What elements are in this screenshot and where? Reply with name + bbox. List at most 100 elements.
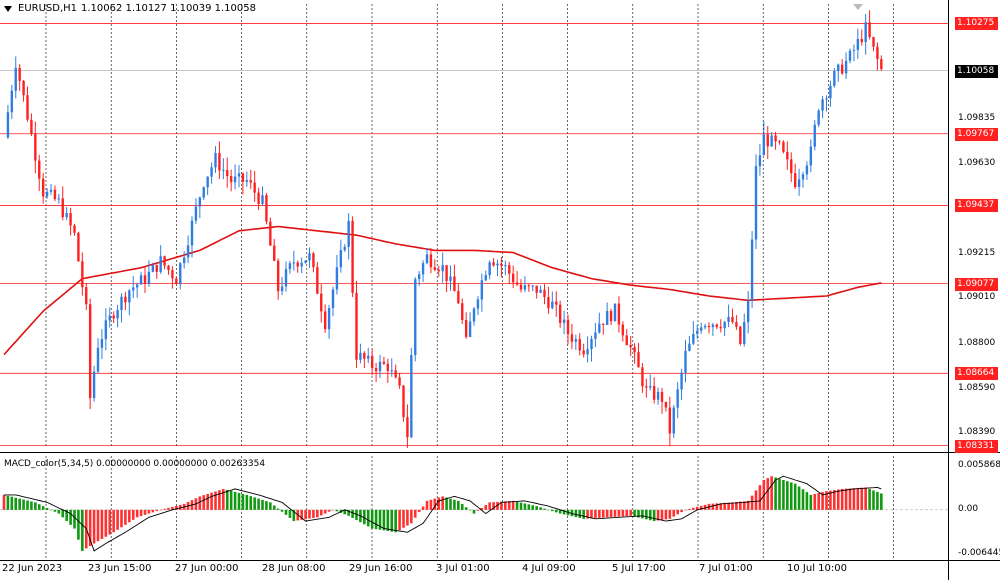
macd-bar [57, 509, 61, 514]
time-tick-label: 23 Jun 15:00 [88, 563, 152, 574]
macd-bar [876, 491, 879, 510]
dropdown-triangle-icon[interactable] [4, 5, 12, 12]
candle-body [672, 407, 675, 434]
candle-body [641, 367, 644, 387]
macd-bar [272, 505, 276, 510]
macd-bar [527, 504, 531, 510]
macd-bar [613, 509, 617, 517]
candle-body [304, 260, 307, 263]
candle-body [511, 273, 515, 283]
macd-bar [703, 504, 707, 510]
macd-bar [104, 509, 108, 537]
price-tick-label: 1.08800 [958, 337, 996, 348]
time-tick-label: 29 Jun 16:00 [349, 563, 413, 574]
macd-bar [218, 490, 221, 510]
macd-bar [672, 509, 676, 517]
candle-body [261, 195, 264, 204]
macd-bar [731, 502, 734, 510]
candle-body [739, 326, 742, 345]
macd-bar [398, 509, 401, 531]
macd-bar [202, 495, 206, 510]
macd-bar [809, 494, 813, 510]
time-tick-label: 3 Jul 01:00 [436, 563, 490, 574]
macd-bar [590, 509, 593, 519]
candle-body [175, 278, 178, 285]
candle-body [437, 269, 440, 272]
candle-body [582, 350, 585, 355]
macd-bar [676, 509, 679, 515]
candle-body [558, 304, 562, 323]
candle-body [124, 296, 127, 303]
candle-body [844, 60, 848, 74]
macd-bar [750, 495, 754, 510]
macd-bar [754, 490, 758, 510]
candle-body [609, 311, 613, 322]
macd-tick-label: 0.00 [958, 503, 979, 514]
macd-bar [523, 503, 527, 510]
macd-bar [793, 483, 797, 510]
macd-bar [586, 509, 589, 519]
macd-bar [562, 509, 566, 515]
macd-bar [621, 509, 625, 517]
candle-body [555, 301, 558, 305]
candle-body [417, 274, 421, 280]
time-tick-label: 4 Jul 09:00 [522, 563, 576, 574]
macd-bar [598, 509, 601, 518]
moving-average-path [3, 225, 882, 356]
candle-body [429, 254, 433, 268]
macd-bar [554, 509, 558, 513]
macd-bar [417, 509, 421, 513]
candle-body [519, 284, 523, 290]
macd-bar [355, 509, 358, 521]
macd-bar [742, 501, 746, 510]
candle-body [864, 22, 867, 43]
candle-body [684, 350, 687, 373]
candle-body [449, 276, 452, 281]
macd-bar [605, 509, 609, 518]
candle-body [233, 176, 237, 183]
macd-bar [680, 509, 683, 513]
macd-bar [782, 479, 785, 510]
macd-bar [425, 500, 429, 510]
macd-bar [378, 509, 382, 530]
candle-body [398, 377, 401, 386]
candle-body [53, 189, 57, 200]
macd-bar [449, 498, 452, 510]
candle-body [758, 155, 762, 167]
chart-grid [45, 4, 894, 560]
macd-bar [758, 485, 762, 510]
candle-body [840, 64, 844, 74]
candle-body [457, 291, 460, 304]
macd-bar [492, 502, 495, 510]
macd-bar [81, 509, 84, 551]
candle-body [331, 289, 335, 309]
candle-body [77, 232, 80, 262]
candle-body [825, 98, 828, 100]
macd-bar [366, 509, 370, 527]
macd-histogram [0, 475, 948, 552]
candle-body [715, 324, 719, 327]
macd-bar [766, 478, 770, 510]
macd-bar [41, 506, 45, 510]
macd-bar [688, 508, 691, 510]
candle-body [179, 263, 182, 285]
candle-body [880, 59, 883, 70]
macd-bar [26, 500, 29, 510]
candle-body [61, 198, 64, 218]
candle-body [355, 292, 358, 360]
candle-body [594, 332, 597, 339]
candle-body [276, 260, 280, 292]
macd-bar [660, 509, 664, 520]
macd-bar [45, 507, 49, 510]
time-tick-label: 5 Jul 17:00 [612, 563, 666, 574]
macd-bar [848, 488, 852, 510]
candle-body [163, 256, 166, 266]
macd-bar [515, 501, 519, 510]
candles [6, 10, 883, 448]
candle-body [656, 391, 660, 400]
price-levels [0, 23, 948, 447]
candle-body [85, 287, 88, 305]
candle-body [351, 220, 354, 293]
macd-bar [300, 509, 303, 520]
